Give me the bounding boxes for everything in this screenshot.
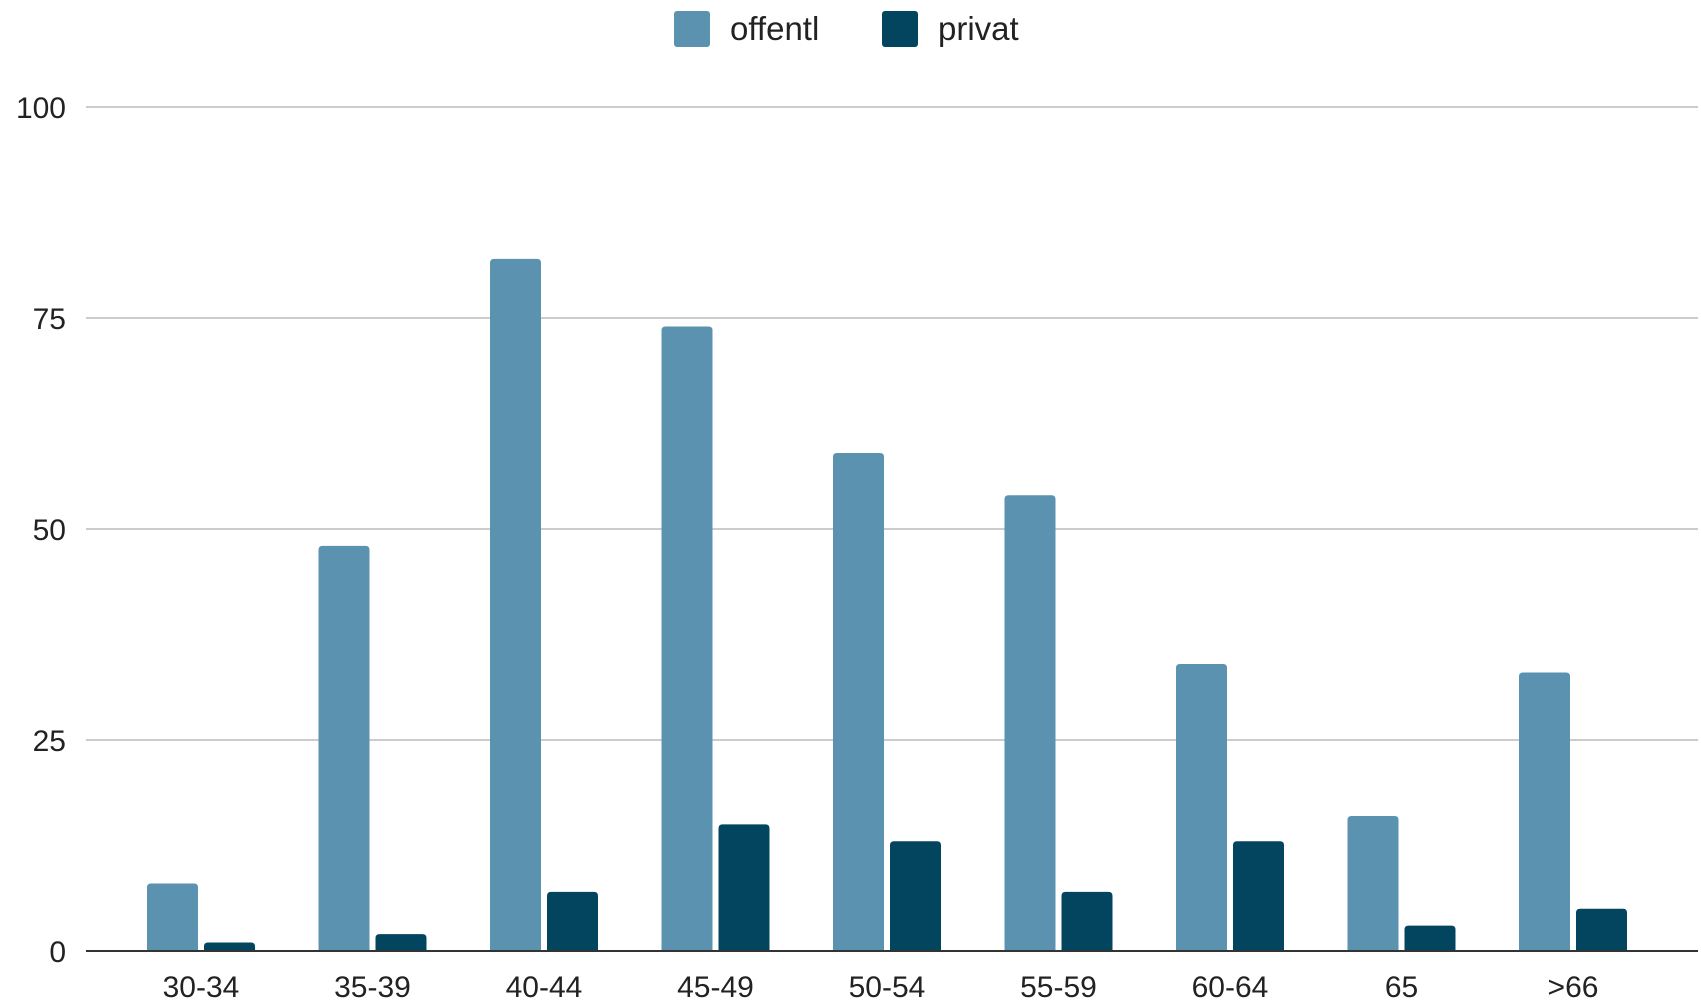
bar-offentl->66 [1519, 672, 1570, 951]
bar-privat-35-39 [375, 934, 427, 951]
x-tick-label: 45-49 [677, 971, 754, 1004]
y-axis-tick-labels: 0 25 50 75 100 [16, 92, 66, 969]
bar-privat-60-64 [1233, 841, 1284, 951]
bar-privat-40-44 [547, 891, 598, 951]
legend: offentl privat [674, 10, 1019, 47]
bar-privat-65 [1404, 925, 1456, 951]
x-axis-tick-labels: 30-34 35-39 40-44 45-49 50-54 55-59 60-64 65 >66 [163, 971, 1599, 1004]
y-tick-label: 25 [33, 725, 66, 758]
x-tick-label: 40-44 [506, 971, 583, 1004]
bar-offentl-35-39 [318, 545, 370, 951]
bar-offentl-55-59 [1004, 495, 1056, 951]
x-tick-label: 50-54 [849, 971, 926, 1004]
bar-offentl-65 [1347, 815, 1399, 951]
bar-offentl-40-44 [490, 258, 541, 951]
x-tick-label: 35-39 [334, 971, 411, 1004]
x-tick-label: 65 [1385, 971, 1418, 1004]
x-tick-label: 30-34 [163, 971, 240, 1004]
bar-privat-50-54 [890, 841, 941, 951]
x-tick-label: 55-59 [1020, 971, 1097, 1004]
y-gridlines [86, 106, 1698, 741]
x-tick-label: >66 [1548, 971, 1599, 1004]
bar-privat->66 [1576, 908, 1627, 951]
legend-label-offentl: offentl [730, 10, 819, 47]
legend-swatch-privat [882, 11, 918, 47]
legend-swatch-offentl [674, 11, 710, 47]
bar-offentl-45-49 [661, 326, 713, 951]
bar-offentl-60-64 [1176, 664, 1227, 951]
bar-privat-45-49 [718, 824, 770, 951]
y-tick-label: 75 [33, 303, 66, 336]
legend-label-privat: privat [938, 10, 1019, 47]
bar-offentl-30-34 [147, 883, 198, 951]
bar-series [147, 258, 1627, 951]
bar-offentl-50-54 [833, 453, 884, 951]
y-tick-label: 50 [33, 514, 66, 547]
bar-privat-55-59 [1061, 891, 1113, 951]
y-tick-label: 100 [16, 92, 66, 125]
y-tick-label: 0 [49, 936, 66, 969]
bar-privat-30-34 [204, 942, 255, 951]
x-tick-label: 60-64 [1192, 971, 1269, 1004]
